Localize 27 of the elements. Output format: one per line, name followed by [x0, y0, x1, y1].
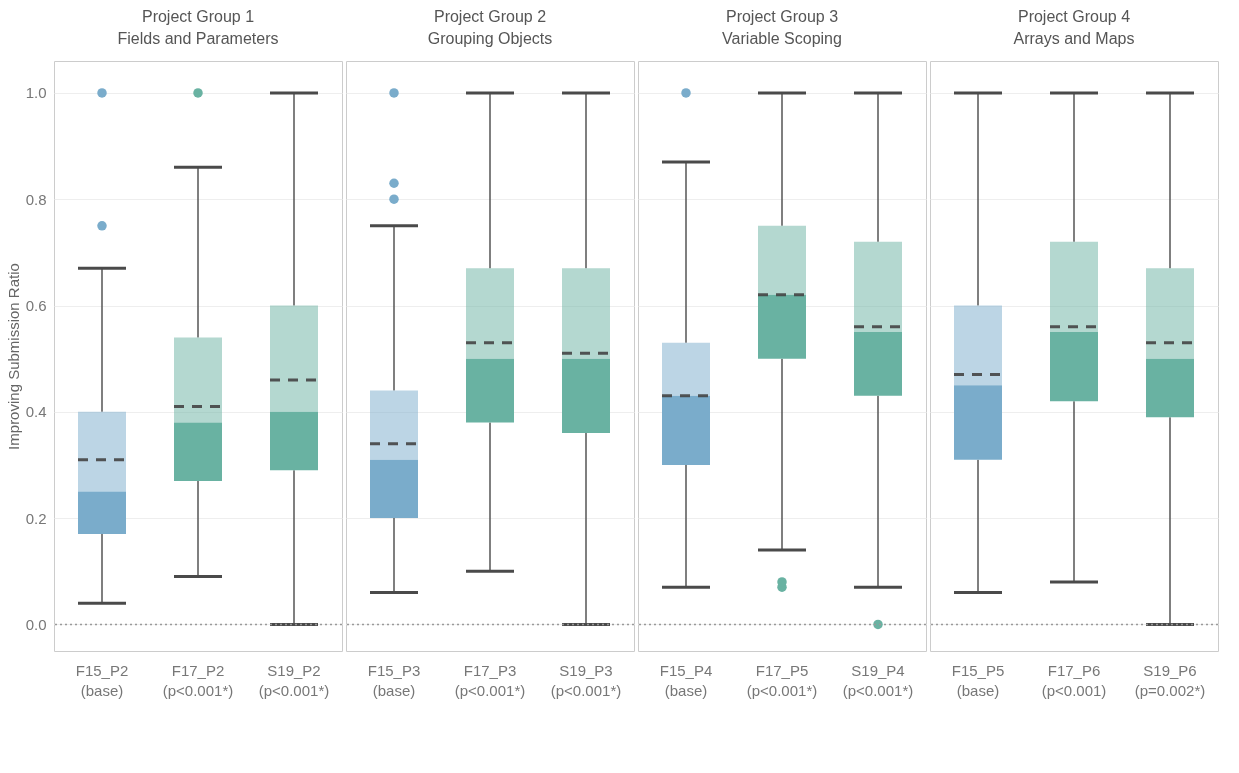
chart-title: Project Group 4 [1017, 8, 1131, 25]
chart-subtitle: Grouping Objects [427, 30, 553, 47]
chart-title: Project Group 1 [141, 8, 255, 25]
x-tick-label: F15_P5 (base) [951, 661, 1005, 699]
x-tick-label: F15_P2 (base) [75, 661, 129, 699]
x-tick-label: F17_P2 (p<0.001*) [162, 661, 234, 699]
x-tick-label: S19_P4 (p<0.001*) [842, 661, 914, 699]
chart-title: Project Group 3 [725, 8, 839, 25]
chart-subtitle: Variable Scoping [722, 30, 842, 47]
x-tick-label: F15_P4 (base) [659, 661, 713, 699]
x-tick-label: F17_P6 (p<0.001) [1041, 661, 1107, 699]
x-tick-label: S19_P3 (p<0.001*) [550, 661, 622, 699]
y-tick-label: 0.8 [25, 190, 47, 208]
y-tick-label: 0.4 [25, 403, 47, 421]
y-axis-title: Improving Submission Ratio [4, 263, 22, 450]
x-tick-label: F15_P3 (base) [367, 661, 421, 699]
chart-subtitle: Fields and Parameters [117, 30, 279, 47]
x-tick-label: F17_P3 (p<0.001*) [454, 661, 526, 699]
y-tick-label: 0.0 [25, 615, 47, 633]
chart-title: Project Group 2 [433, 8, 547, 25]
x-tick-label: F17_P5 (p<0.001*) [746, 661, 818, 699]
y-tick-label: 1.0 [25, 84, 47, 102]
y-tick-label: 0.2 [25, 509, 47, 527]
x-tick-label: S19_P6 (p=0.002*) [1134, 661, 1206, 699]
chart-subtitle: Arrays and Maps [1013, 30, 1135, 47]
x-tick-label: S19_P2 (p<0.001*) [258, 661, 330, 699]
y-tick-label: 0.6 [25, 297, 47, 314]
